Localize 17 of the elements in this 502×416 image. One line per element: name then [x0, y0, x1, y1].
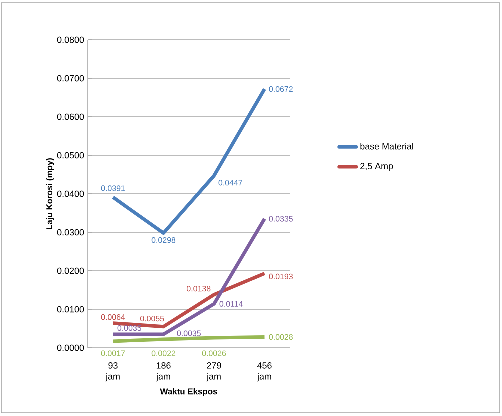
- y-tick-label: 0.0300: [57, 229, 84, 236]
- x-axis-title: Waktu Ekspos: [160, 388, 218, 396]
- y-tick-label: 0.0600: [57, 114, 84, 120]
- x-tick-label: 186 jam: [156, 362, 171, 382]
- x-tick-label: 456 jam: [257, 362, 272, 382]
- legend-label: base Material: [360, 143, 414, 150]
- y-tick-label: 0.0400: [57, 190, 84, 198]
- y-axis-title: Laju Korosi (mpy): [46, 158, 54, 230]
- y-tick-label: 0.0200: [57, 268, 84, 274]
- y-tick-label: 0.0100: [57, 306, 84, 313]
- y-tick-label: 0.0500: [57, 152, 84, 159]
- y-tick-label: 0.0700: [57, 75, 84, 82]
- y-tick-label: 0.0800: [57, 36, 84, 44]
- legend-label: 2,5 Amp: [360, 163, 394, 172]
- x-tick-label: 93 jam: [106, 362, 120, 382]
- x-tick-label: 279 jam: [206, 362, 222, 382]
- y-tick-label: 0.0000: [57, 344, 84, 352]
